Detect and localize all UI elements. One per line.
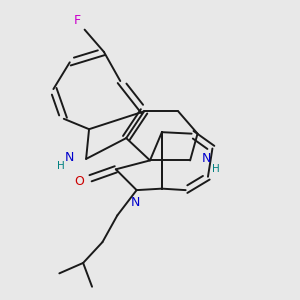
Text: O: O: [74, 175, 84, 188]
Text: H: H: [57, 161, 65, 171]
Text: N: N: [130, 196, 140, 208]
Text: H: H: [212, 164, 219, 174]
Text: F: F: [74, 14, 81, 27]
Text: N: N: [202, 152, 211, 165]
Text: N: N: [65, 151, 74, 164]
